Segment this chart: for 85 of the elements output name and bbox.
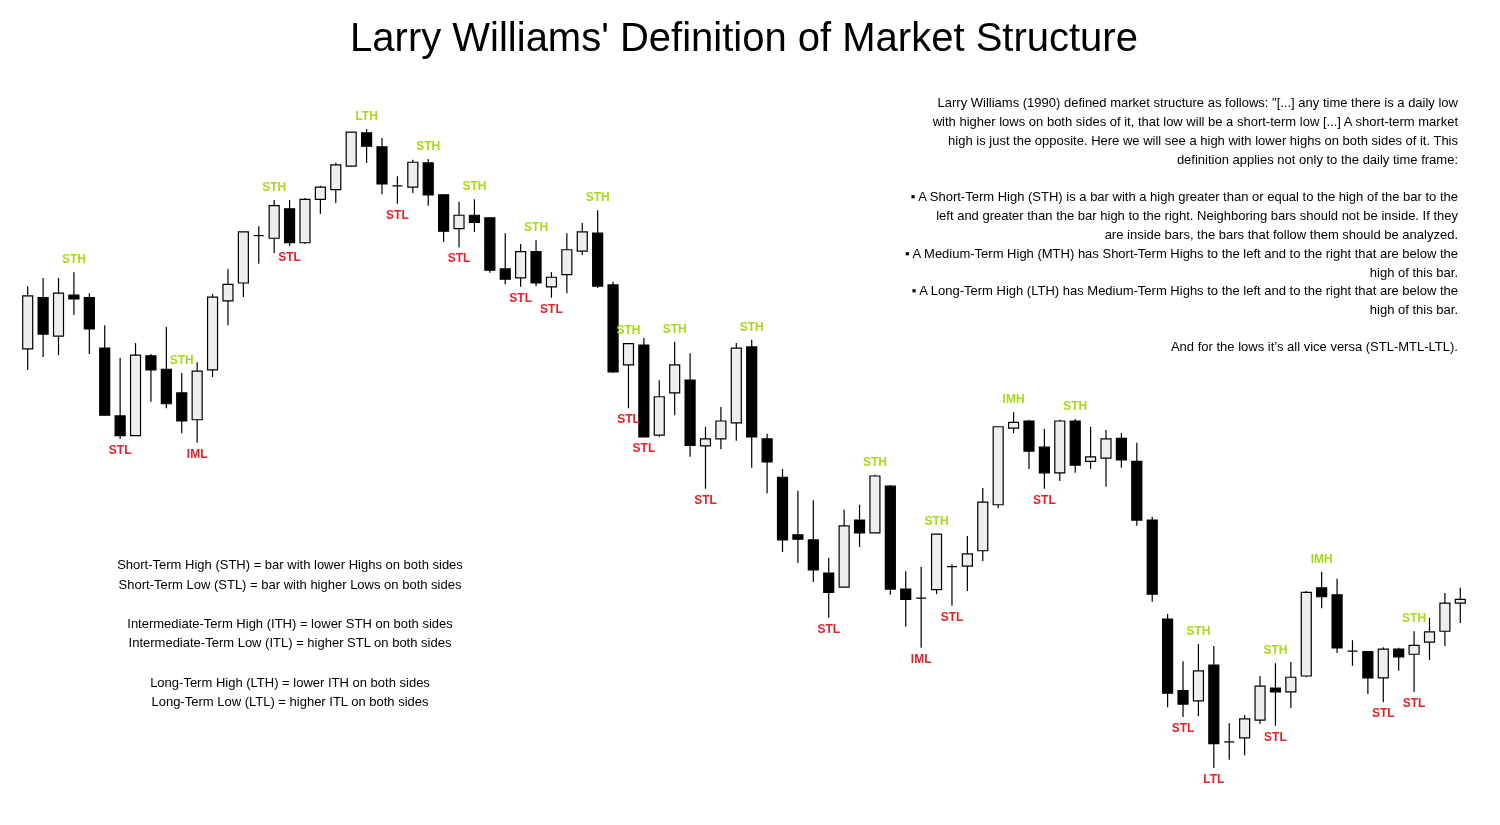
candlestick: [391, 175, 403, 205]
annotation: ▪ A Long-Term High (LTH) has Medium-Term Highs to the left and to the right that are below the high of this bar.: [911, 283, 1458, 317]
candlestick: [761, 433, 773, 494]
candlestick: [1223, 722, 1235, 761]
candlestick: [468, 198, 481, 233]
candlestick: [1115, 432, 1127, 469]
annotation: And for the lows it’s all vice versa (STL-MTL-LTL).: [1170, 339, 1458, 354]
annotation: STH: [169, 353, 194, 368]
annotation: STL: [108, 442, 132, 457]
annotation: Intermediate-Term Low (ITL) = higher STL on both sides: [128, 635, 452, 650]
candlestick: [622, 342, 635, 409]
candlestick: [114, 357, 126, 440]
candlestick: [1177, 660, 1189, 718]
annotation: STH: [416, 139, 441, 154]
candlestick: [145, 353, 157, 403]
candlestick: [1239, 714, 1251, 756]
candlestick: [253, 225, 265, 265]
annotation: STH: [662, 321, 687, 336]
candlestick: [314, 185, 326, 215]
annotation: IMH: [1310, 551, 1333, 566]
annotation: STH: [524, 220, 549, 235]
candlestick: [792, 490, 804, 564]
candlestick: [1408, 630, 1420, 693]
annotation: Intermediate-Term High (ITH) = lower STH on both sides: [127, 616, 454, 631]
annotation: Short-Term High (STH) = bar with lower Highs on both sides: [117, 557, 464, 572]
annotation: ▪ A Medium-Term High (MTH) has Short-Term Highs to the left and to the right that are below the high of this bar.: [904, 246, 1458, 280]
annotation: STH: [61, 252, 86, 267]
candlestick: [222, 268, 234, 326]
candlestick: [961, 535, 973, 592]
candlestick: [545, 271, 558, 299]
candlestick: [1285, 661, 1297, 709]
annotation: IMH: [1002, 392, 1025, 407]
annotation: Larry Williams (1990) defined market structure as follows: "[...] any time there is a daily low with higher lows on both sides of it, that low will be a short-term low [...] A short-term market high is just the opposite. Here we will see a high with lower highs on both sides of it. This definition applies not only to the daily time frame:: [931, 95, 1459, 167]
candlestick: [900, 570, 912, 628]
candlestick: [499, 232, 511, 285]
annotation: IML: [186, 446, 208, 461]
annotation: STL: [540, 301, 563, 316]
annotation: STH: [1263, 643, 1288, 658]
chart-title: Larry Williams' Definition of Market Structure: [350, 15, 1138, 59]
annotation: ▪ A Short-Term High (STH) is a bar with a high greater than or equal to the high of the bar to the left and greater than the bar high to the right. Neighboring bars should not be inside. If they are inside bars, the bars that follow them should be analyzed.: [910, 189, 1459, 242]
annotation: STH: [1063, 399, 1088, 414]
annotation: STL: [509, 290, 532, 305]
annotation: LTH: [355, 109, 378, 123]
annotation: STH: [1186, 624, 1211, 639]
candlestick: [946, 563, 958, 607]
candlestick: [361, 128, 373, 164]
annotation: STL: [1264, 729, 1287, 744]
annotation: STL: [1033, 492, 1056, 507]
annotation: Short-Term Low (STL) = bar with higher Lows on both sides: [118, 577, 462, 592]
annotation: STL: [447, 251, 471, 266]
annotation: IML: [910, 651, 932, 666]
candlestick: [1100, 429, 1112, 488]
annotation: Long-Term Low (LTL) = higher ITL on both sides: [151, 694, 430, 709]
candlestick: [68, 271, 80, 316]
annotation: STL: [1171, 720, 1195, 735]
candlestick: [915, 566, 927, 649]
annotation: STL: [632, 441, 656, 455]
candlestick: [1007, 411, 1020, 434]
candlestick: [1316, 571, 1328, 609]
annotation: Long-Term High (LTH) = lower ITH on both sides: [150, 675, 431, 690]
candlestick: [699, 426, 712, 490]
annotation: STL: [278, 249, 301, 264]
candlestick: [576, 222, 588, 256]
annotation: STH: [262, 179, 287, 194]
candlestick: [1346, 639, 1359, 667]
candlestick: [453, 201, 465, 248]
candlestick: [823, 557, 835, 619]
annotation: STL: [817, 621, 841, 636]
annotation: STL: [386, 207, 409, 222]
annotation: STL: [940, 609, 964, 624]
annotation: STH: [462, 179, 487, 194]
candlestick: [1269, 662, 1282, 727]
candlestick: [853, 504, 866, 548]
annotation: STL: [694, 492, 717, 507]
annotation: STH: [1402, 611, 1427, 626]
annotation: STH: [739, 319, 764, 334]
annotation: LTL: [1203, 772, 1225, 786]
annotation: STH: [862, 454, 887, 469]
candlestick: [1085, 426, 1097, 470]
annotation: STL: [1402, 695, 1426, 710]
annotation: STH: [924, 514, 949, 529]
candlestick: [1454, 587, 1466, 624]
annotation: STL: [1371, 706, 1395, 721]
candlestick: [715, 406, 727, 450]
annotation: STH: [585, 190, 610, 205]
